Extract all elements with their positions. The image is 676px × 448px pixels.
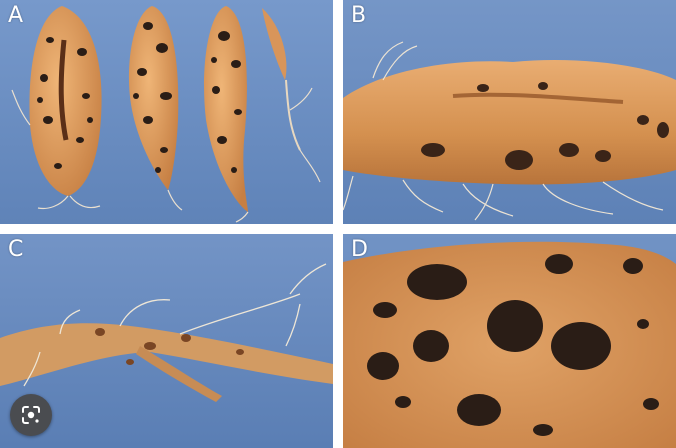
photo-panel-d: D [343,234,676,448]
panel-a-photo [0,0,333,224]
photo-panel-a: A [0,0,333,224]
panel-b-photo [343,0,676,224]
panel-label-d: D [351,237,368,262]
panel-c-photo [0,234,333,448]
panel-label-c: C [8,237,24,262]
panel-label-a: A [8,3,24,28]
panel-d-photo [343,234,676,448]
lens-camera-icon [22,406,40,424]
photo-panel-c: C [0,234,333,448]
panel-label-b: B [351,3,367,28]
lens-search-button[interactable] [10,394,52,436]
photo-panel-b: B [343,0,676,224]
